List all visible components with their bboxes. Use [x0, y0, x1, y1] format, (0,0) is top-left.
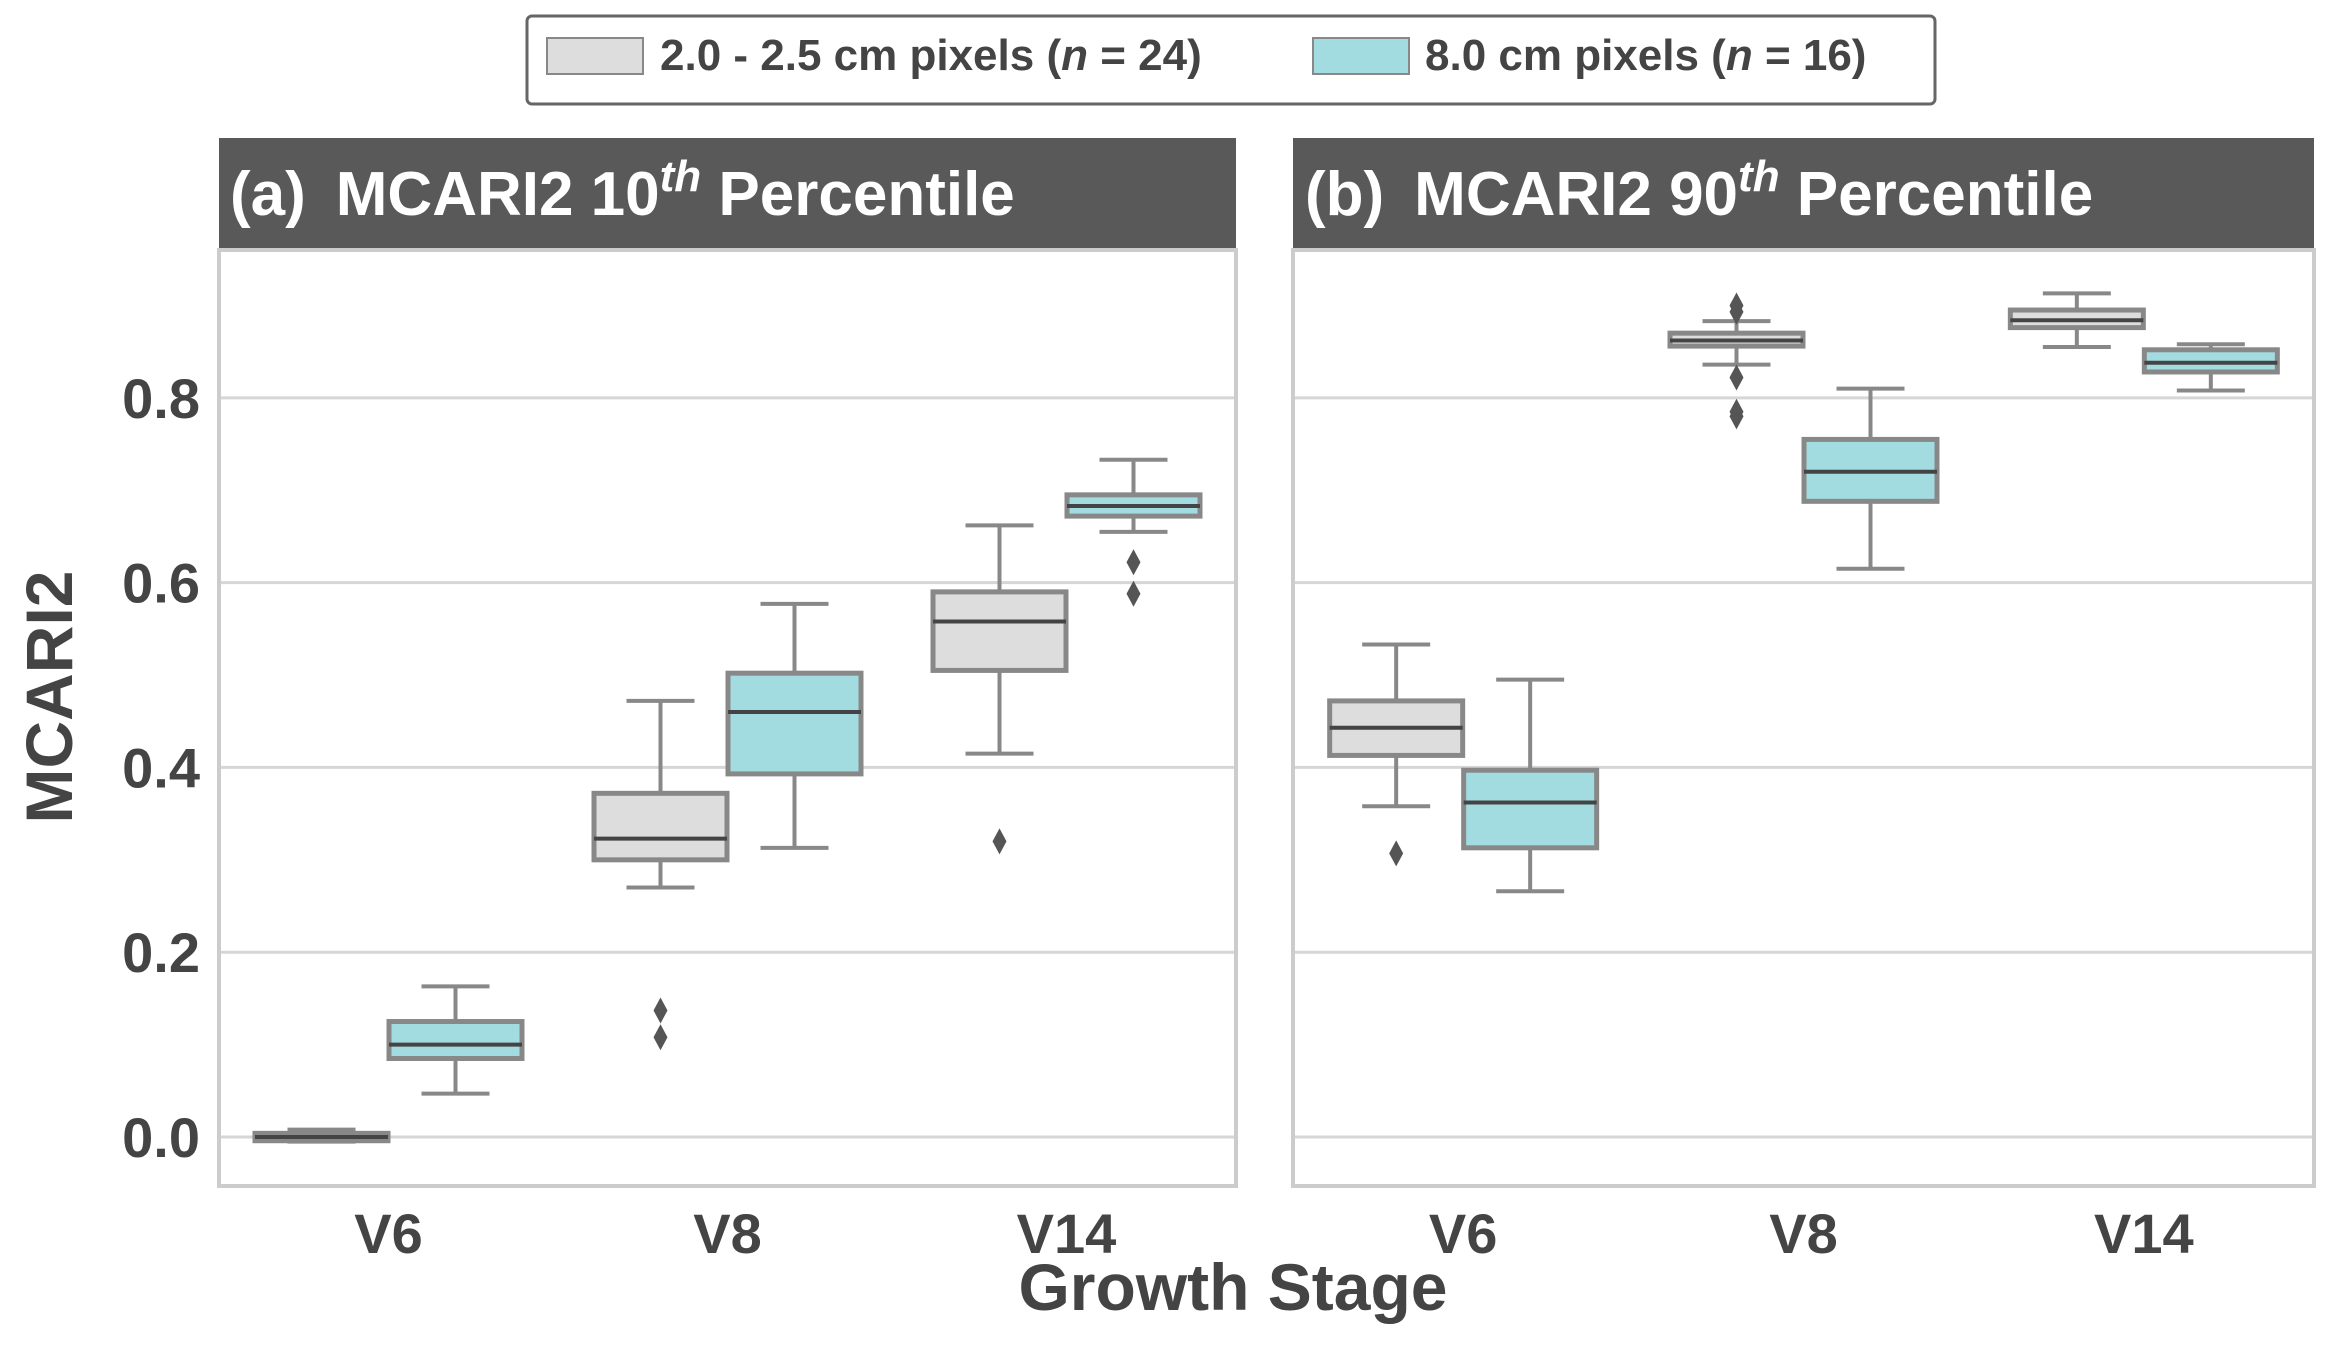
- box-V6-fine: [252, 1127, 391, 1144]
- legend: 2.0 - 2.5 cm pixels (n = 24) 8.0 cm pixe…: [525, 14, 1937, 106]
- y-tick-label: 0.0: [122, 1106, 200, 1169]
- outlier-point: [653, 997, 668, 1024]
- box-V14-coarse: [1064, 457, 1203, 607]
- iqr-box: [386, 1019, 525, 1061]
- y-tick-label: 0.4: [122, 736, 200, 799]
- box-V6-coarse: [386, 984, 525, 1096]
- iqr-box: [1461, 767, 1600, 851]
- box-V6-coarse: [1461, 677, 1600, 894]
- panel-a-title-bar: [219, 138, 1236, 250]
- x-axis-label: Growth Stage: [1018, 1250, 1447, 1324]
- box-V6-fine: [1327, 642, 1466, 867]
- box-V8-fine: [591, 698, 730, 1051]
- x-tick-label: V14: [1017, 1202, 1117, 1265]
- outlier-point: [1729, 364, 1744, 391]
- outlier-point: [1126, 580, 1141, 607]
- x-tick-label: V6: [354, 1202, 423, 1265]
- iqr-box: [930, 589, 1069, 673]
- y-tick-label: 0.8: [122, 367, 200, 430]
- outlier-point: [1729, 298, 1744, 325]
- box-V14-coarse: [2141, 342, 2280, 393]
- legend-swatch-coarse: [1312, 37, 1410, 75]
- y-axis-label: MCARI2: [12, 570, 86, 823]
- iqr-box: [591, 790, 730, 863]
- outlier-point: [1729, 403, 1744, 430]
- plot-frame: [1291, 248, 2316, 1188]
- outlier-point: [1126, 549, 1141, 576]
- box-V8-coarse: [725, 601, 864, 850]
- y-tick-label: 0.6: [122, 552, 200, 615]
- y-axis-ticks: 0.0 0.2 0.4 0.6 0.8: [122, 367, 200, 1169]
- panel-a-title: (a) MCARI2 10th Percentile: [230, 152, 1015, 229]
- x-tick-label: V6: [1429, 1202, 1498, 1265]
- x-tick-label: V14: [2094, 1202, 2194, 1265]
- outlier-point: [1389, 840, 1404, 867]
- legend-label-coarse: 8.0 cm pixels (n = 16): [1425, 31, 1866, 80]
- outlier-point: [992, 828, 1007, 855]
- legend-label-fine: 2.0 - 2.5 cm pixels (n = 24): [660, 31, 1202, 80]
- panel-b: (b) MCARI2 90th Percentile V6 V8 V14: [1291, 138, 2316, 1265]
- legend-frame: [525, 14, 1937, 106]
- plot-frame: [217, 248, 1238, 1188]
- panel-b-title: (b) MCARI2 90th Percentile: [1305, 152, 2093, 229]
- panel-a: (a) MCARI2 10th Percentile V6 V8 V14: [217, 138, 1238, 1265]
- x-tick-label: V8: [693, 1202, 762, 1265]
- box-V14-fine: [2007, 291, 2146, 350]
- panel-b-title-bar: [1293, 138, 2314, 250]
- box-V8-coarse: [1801, 386, 1940, 571]
- y-tick-label: 0.2: [122, 921, 200, 984]
- iqr-box: [725, 670, 864, 777]
- outlier-point: [653, 1024, 668, 1051]
- box-V8-fine: [1667, 292, 1806, 430]
- box-V14-fine: [930, 523, 1069, 855]
- x-tick-label: V8: [1769, 1202, 1838, 1265]
- legend-swatch-fine: [546, 37, 644, 75]
